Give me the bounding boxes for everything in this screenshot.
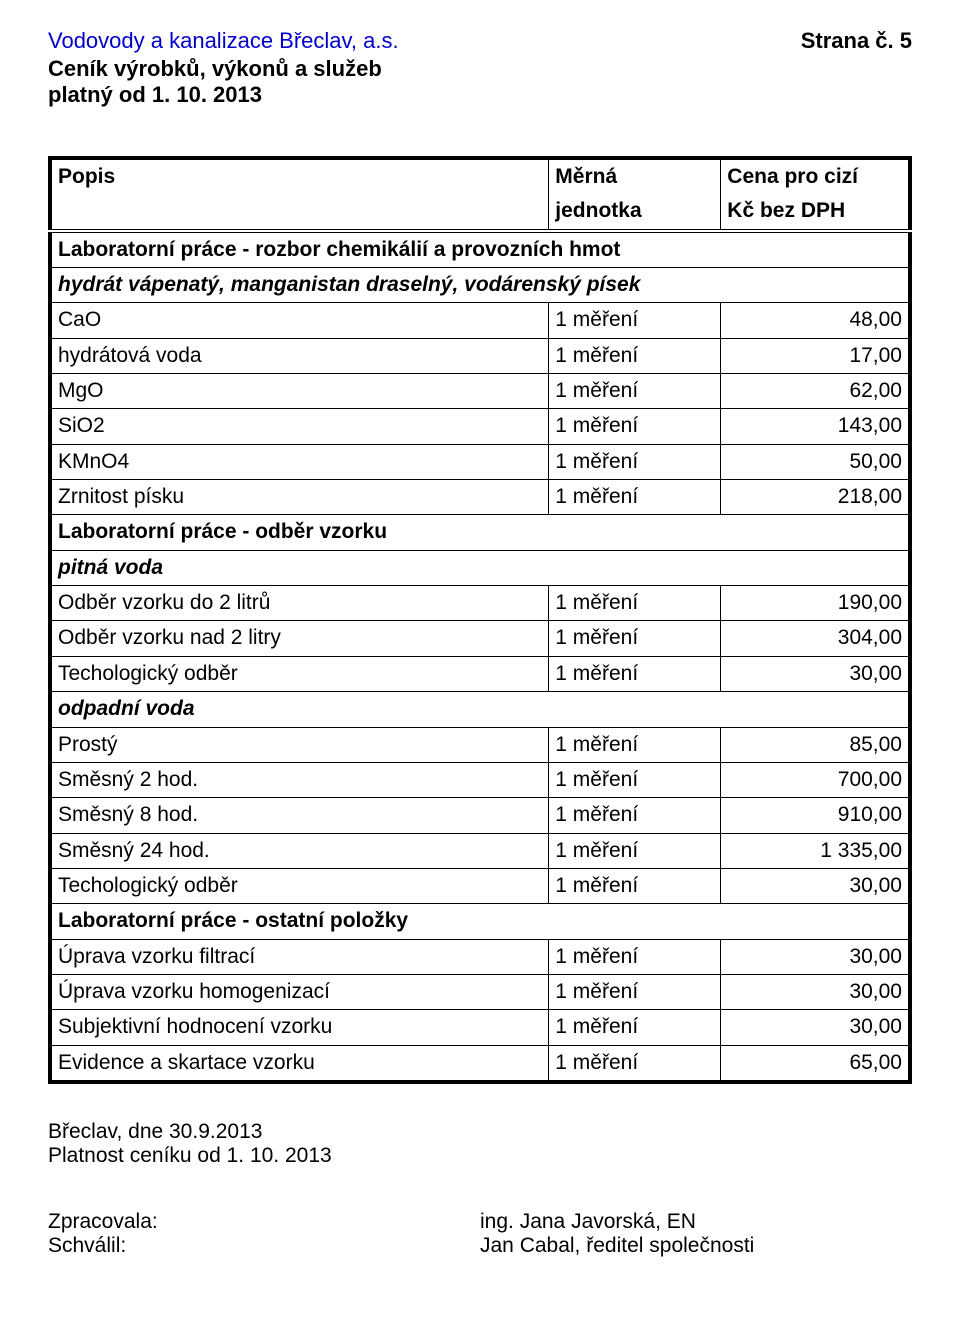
th-jednotka-2: jednotka <box>549 194 721 230</box>
prepared-label: Zpracovala: <box>48 1210 480 1234</box>
item-unit: 1 měření <box>549 868 721 903</box>
subsection-header: pitná voda <box>50 550 910 585</box>
item-name: Subjektivní hodnocení vzorku <box>50 1010 549 1045</box>
item-unit: 1 měření <box>549 409 721 444</box>
section-header: Laboratorní práce - rozbor chemikálií a … <box>50 231 910 268</box>
item-unit: 1 měření <box>549 1010 721 1045</box>
item-name: Zrnitost písku <box>50 480 549 515</box>
item-unit: 1 měření <box>549 762 721 797</box>
company-name: Vodovody a kanalizace Břeclav, a.s. <box>48 28 399 54</box>
approved-label: Schválil: <box>48 1234 480 1258</box>
item-name: hydrátová voda <box>50 338 549 373</box>
item-price: 48,00 <box>721 303 910 338</box>
item-unit: 1 měření <box>549 480 721 515</box>
item-unit: 1 měření <box>549 444 721 479</box>
item-unit: 1 měření <box>549 974 721 1009</box>
item-price: 1 335,00 <box>721 833 910 868</box>
item-unit: 1 měření <box>549 798 721 833</box>
item-name: Prostý <box>50 727 549 762</box>
item-name: Techologický odběr <box>50 868 549 903</box>
item-unit: 1 měření <box>549 374 721 409</box>
item-price: 30,00 <box>721 939 910 974</box>
item-price: 143,00 <box>721 409 910 444</box>
item-unit: 1 měření <box>549 727 721 762</box>
item-price: 17,00 <box>721 338 910 373</box>
place-date: Břeclav, dne 30.9.2013 <box>48 1120 912 1144</box>
item-unit: 1 měření <box>549 621 721 656</box>
item-name: Směsný 2 hod. <box>50 762 549 797</box>
price-table: Popis Měrná Cena pro cizí jednotka Kč be… <box>48 156 912 1084</box>
item-name: KMnO4 <box>50 444 549 479</box>
th-popis-2 <box>50 194 549 230</box>
item-price: 218,00 <box>721 480 910 515</box>
item-price: 30,00 <box>721 1010 910 1045</box>
item-price: 910,00 <box>721 798 910 833</box>
item-unit: 1 měření <box>549 586 721 621</box>
item-price: 190,00 <box>721 586 910 621</box>
section-header: Laboratorní práce - odběr vzorku <box>50 515 910 550</box>
item-price: 50,00 <box>721 444 910 479</box>
th-popis: Popis <box>50 158 549 194</box>
item-name: MgO <box>50 374 549 409</box>
th-cena: Cena pro cizí <box>721 158 910 194</box>
item-name: Evidence a skartace vzorku <box>50 1045 549 1082</box>
item-name: Úprava vzorku homogenizací <box>50 974 549 1009</box>
subsection-header: odpadní voda <box>50 692 910 727</box>
section-header: Laboratorní práce - ostatní položky <box>50 904 910 939</box>
item-unit: 1 měření <box>549 939 721 974</box>
item-unit: 1 měření <box>549 833 721 868</box>
document-title: Ceník výrobků, výkonů a služeb <box>48 56 912 82</box>
item-name: Úprava vzorku filtrací <box>50 939 549 974</box>
valid-from: platný od 1. 10. 2013 <box>48 82 912 108</box>
item-name: SiO2 <box>50 409 549 444</box>
item-name: Směsný 8 hod. <box>50 798 549 833</box>
th-cena-2: Kč bez DPH <box>721 194 910 230</box>
item-name: Odběr vzorku do 2 litrů <box>50 586 549 621</box>
page-number: Strana č. 5 <box>801 28 912 54</box>
subsection-header: hydrát vápenatý, manganistan draselný, v… <box>50 268 910 303</box>
item-price: 30,00 <box>721 974 910 1009</box>
item-unit: 1 měření <box>549 1045 721 1082</box>
validity-line: Platnost ceníku od 1. 10. 2013 <box>48 1144 912 1168</box>
item-price: 700,00 <box>721 762 910 797</box>
item-price: 65,00 <box>721 1045 910 1082</box>
item-unit: 1 měření <box>549 338 721 373</box>
item-name: CaO <box>50 303 549 338</box>
item-name: Směsný 24 hod. <box>50 833 549 868</box>
th-jednotka: Měrná <box>549 158 721 194</box>
item-unit: 1 měření <box>549 656 721 691</box>
item-unit: 1 měření <box>549 303 721 338</box>
item-name: Techologický odběr <box>50 656 549 691</box>
item-price: 85,00 <box>721 727 910 762</box>
item-price: 304,00 <box>721 621 910 656</box>
item-name: Odběr vzorku nad 2 litry <box>50 621 549 656</box>
item-price: 62,00 <box>721 374 910 409</box>
item-price: 30,00 <box>721 868 910 903</box>
prepared-name: ing. Jana Javorská, EN <box>480 1210 912 1234</box>
approved-name: Jan Cabal, ředitel společnosti <box>480 1234 912 1258</box>
item-price: 30,00 <box>721 656 910 691</box>
